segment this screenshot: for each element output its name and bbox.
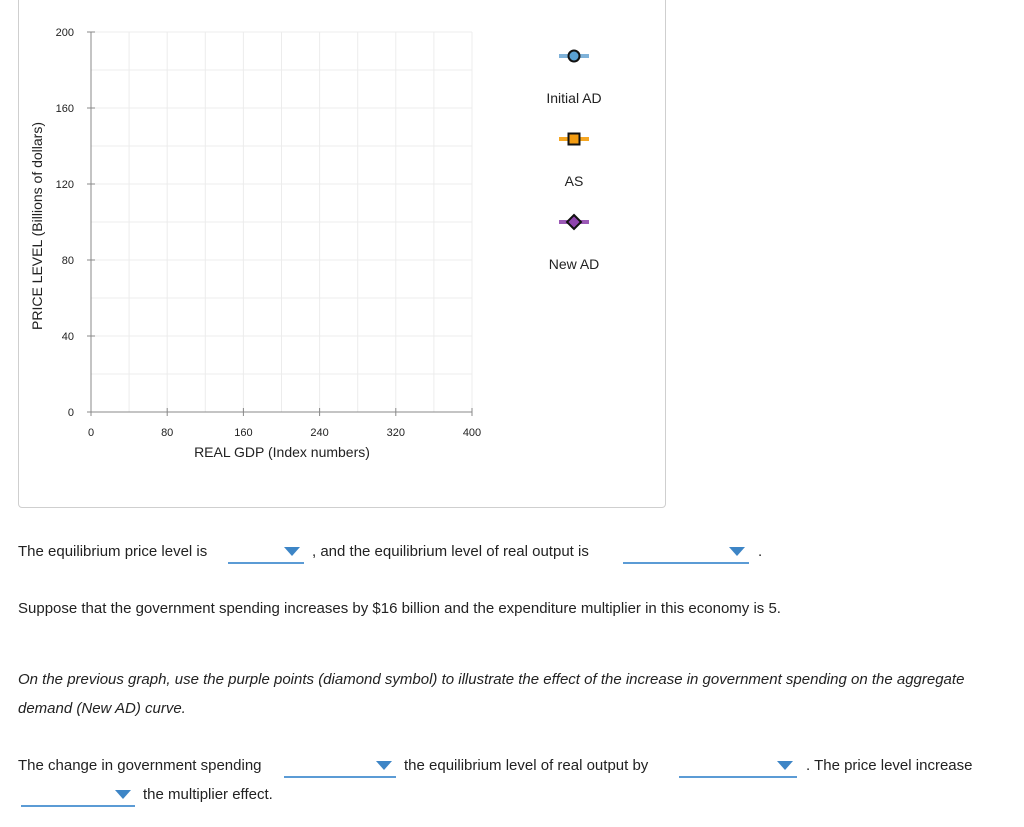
q1-text-2: , and the equilibrium level of real outp… (312, 543, 589, 560)
q3-text-line2: demand (New AD) curve. (18, 700, 186, 717)
chevron-down-icon (115, 790, 131, 799)
x-tick-label: 80 (161, 427, 173, 439)
q4-text-1: The change in government spending (18, 757, 262, 774)
circle-marker-icon (567, 49, 581, 63)
x-tick-label: 160 (234, 427, 252, 439)
x-axis-label: REAL GDP (Index numbers) (194, 444, 370, 460)
chevron-down-icon (777, 761, 793, 770)
price-effect-dropdown[interactable] (21, 787, 135, 807)
y-tick-label: 80 (62, 255, 74, 267)
x-tick-label: 240 (310, 427, 328, 439)
ad-as-chart[interactable]: 0 40 80 120 160 200 0 80 160 240 320 400 REAL GDP (… (0, 0, 666, 510)
legend-label: New AD (549, 256, 600, 272)
graph-panel (18, 0, 666, 508)
q4-text-4: the multiplier effect. (143, 786, 273, 803)
x-tick-label: 0 (88, 427, 94, 439)
legend-item-new-ad: New AD (549, 213, 600, 272)
chevron-down-icon (284, 547, 300, 556)
q4-text-3: . The price level increase (806, 757, 973, 774)
q4-text-2: the equilibrium level of real output by (404, 757, 649, 774)
legend-item-as: AS (559, 132, 589, 189)
y-tick-label: 160 (56, 103, 74, 115)
chart-ticks: 0 40 80 120 160 200 0 80 160 240 320 400 (56, 27, 482, 439)
diamond-marker-icon (565, 213, 583, 231)
y-tick-label: 40 (62, 331, 74, 343)
chart-grid (91, 31, 473, 412)
q3-text-line1: On the previous graph, use the purple po… (18, 671, 965, 688)
legend-item-initial-ad: Initial AD (546, 49, 602, 106)
q1-text-1: The equilibrium price level is (18, 543, 208, 560)
chart-axes (90, 32, 472, 413)
square-marker-icon (567, 132, 581, 146)
y-axis-label: PRICE LEVEL (Billions of dollars) (29, 122, 45, 330)
x-tick-label: 320 (387, 427, 405, 439)
q2-text: Suppose that the government spending inc… (18, 600, 781, 617)
gov-change-dropdown[interactable] (284, 758, 396, 778)
output-change-dropdown[interactable] (679, 758, 797, 778)
real-output-dropdown[interactable] (623, 544, 749, 564)
chart-legend: Initial AD AS New AD (546, 49, 602, 272)
price-level-dropdown[interactable] (228, 544, 304, 564)
legend-label: AS (565, 173, 584, 189)
x-tick-label: 400 (463, 427, 481, 439)
chevron-down-icon (729, 547, 745, 556)
y-tick-label: 200 (56, 27, 74, 39)
legend-label: Initial AD (546, 90, 601, 106)
chevron-down-icon (376, 761, 392, 770)
y-tick-label: 120 (56, 179, 74, 191)
q1-text-3: . (758, 543, 763, 560)
y-tick-label: 0 (68, 407, 74, 419)
